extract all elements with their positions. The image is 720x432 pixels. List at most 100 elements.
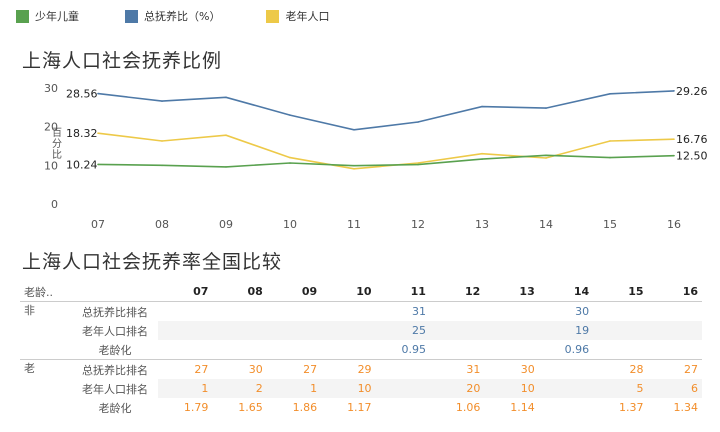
table-cell <box>267 340 321 360</box>
table-cell: 28 <box>593 359 648 379</box>
series-point-0 <box>673 90 675 92</box>
legend-swatch-elderly <box>266 9 280 23</box>
series-point-0 <box>225 96 227 99</box>
table-cell: 5 <box>593 379 648 398</box>
table-cell: 1.86 <box>292 401 318 414</box>
table-cell <box>484 340 538 360</box>
legend-item-children[interactable]: 少年儿童 <box>16 8 79 24</box>
table-cell: 1.14 <box>510 401 535 414</box>
series-line-2 <box>97 154 675 168</box>
series-point-2 <box>161 164 163 167</box>
x-tick-label: 16 <box>667 218 681 231</box>
legend: 少年儿童 总抚养比（%） 老年人口 <box>16 8 375 24</box>
y-tick-label: 20 <box>44 121 58 134</box>
series-point-0 <box>161 100 163 102</box>
table-row: 老年人口排名 1 2 1 10 20 10 5 6 <box>20 379 702 398</box>
table-cell <box>212 340 266 360</box>
series-point-1 <box>417 162 419 164</box>
table-measure-label: 总抚养比排名 <box>72 359 158 379</box>
legend-swatch-total <box>125 9 138 23</box>
series-point-1 <box>353 168 355 170</box>
table-header-year: 14 <box>538 282 594 302</box>
series-point-1 <box>225 134 227 136</box>
table-cell <box>321 321 376 340</box>
table-row: 非 总抚养比排名 31 30 <box>20 302 702 322</box>
table-measure-label: 老年人口排名 <box>82 324 148 338</box>
table-cell <box>538 379 594 398</box>
series-point-2 <box>97 163 99 166</box>
table-title: 上海人口社会抚养率全国比较 <box>22 251 283 273</box>
table-cell: 0.96 <box>564 343 590 356</box>
x-tick-label: 08 <box>155 218 169 231</box>
y-tick-label: 0 <box>51 198 58 211</box>
series-point-2 <box>353 164 355 167</box>
series-line-1 <box>97 132 675 170</box>
table-cell <box>321 302 375 322</box>
table-header-row: 老龄.. 07 08 09 10 11 12 13 14 15 16 <box>20 282 702 302</box>
table-cell <box>593 321 648 340</box>
table-cell: 30 <box>212 359 267 379</box>
series-line-0 <box>97 90 675 131</box>
x-tick-label: 12 <box>411 218 425 231</box>
legend-swatch-children <box>16 9 29 23</box>
legend-label-total: 总抚养比（%） <box>144 10 221 23</box>
line-chart: 0 10 20 30 07 08 09 10 11 12 13 14 15 16 28.56 29.26 18.… <box>44 82 708 231</box>
series-point-2 <box>417 163 419 166</box>
series-first-label-1: 18.32 <box>66 127 98 140</box>
table-header-year: 10 <box>321 282 376 302</box>
table-header-year: 08 <box>212 282 267 302</box>
series-point-1 <box>481 152 483 155</box>
table-cell <box>648 340 702 360</box>
table-cell: 10 <box>321 379 376 398</box>
table-cell: 1 <box>266 379 322 398</box>
table-measure-label: 老年人口排名 <box>82 382 148 396</box>
table-cell: 31 <box>429 359 485 379</box>
series-point-1 <box>673 138 675 140</box>
x-tick-label: 09 <box>219 218 233 231</box>
table-row: 老龄化 0.95 0.96 <box>20 340 702 360</box>
table-header-year: 13 <box>484 282 539 302</box>
legend-item-total[interactable]: 总抚养比（%） <box>125 8 220 24</box>
table-cell: 31 <box>411 305 426 318</box>
table-cell <box>266 321 322 340</box>
table-cell <box>430 340 484 360</box>
series-last-label-0: 29.26 <box>676 85 708 98</box>
table-cell <box>647 321 702 340</box>
table-group-label: 非 <box>24 304 35 317</box>
table-cell: 1.17 <box>347 401 372 414</box>
table-cell: 1.34 <box>673 401 699 414</box>
table-cell: 20 <box>429 379 485 398</box>
table-cell <box>267 302 321 322</box>
table-cell <box>593 340 647 360</box>
table-cell <box>539 398 593 417</box>
series-point-2 <box>545 154 547 157</box>
series-point-0 <box>97 92 99 95</box>
table-cell: 1 <box>158 379 213 398</box>
series-point-2 <box>673 154 675 157</box>
table-cell: 6 <box>647 379 702 398</box>
table-group-label: 老 <box>20 359 72 417</box>
table-cell: 29 <box>321 359 376 379</box>
table-cell <box>430 302 484 322</box>
table-row: 老龄化 1.79 1.65 1.86 1.17 1.06 1.14 1.37 1.34 <box>20 398 702 417</box>
series-point-1 <box>161 140 163 142</box>
table-cell: 27 <box>158 359 213 379</box>
table-cell <box>158 340 212 360</box>
table-header-year: 16 <box>647 282 702 302</box>
chart-title: 上海人口社会抚养比例 <box>22 50 223 72</box>
table-cell: 30 <box>575 305 590 318</box>
legend-label-children: 少年儿童 <box>35 10 79 23</box>
table-row: 老总抚养比排名 27 30 27 29 31 30 28 27 <box>20 359 702 417</box>
series-first-label-2: 10.24 <box>66 158 98 171</box>
x-tick-label: 07 <box>91 218 105 231</box>
table-cell: 2 <box>212 379 267 398</box>
series-point-2 <box>481 158 483 160</box>
legend-item-elderly[interactable]: 老年人口 <box>266 8 329 24</box>
table-measure-label: 总抚养比排名 <box>82 305 148 319</box>
table-cell: 25 <box>375 321 430 340</box>
table-cell <box>429 321 485 340</box>
table-cell <box>538 359 594 379</box>
table-header-aging[interactable]: 老龄.. <box>20 282 158 302</box>
y-tick-label: 10 <box>44 159 58 172</box>
